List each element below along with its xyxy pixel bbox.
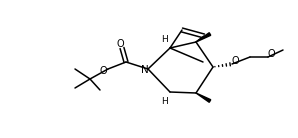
Polygon shape <box>196 93 211 102</box>
Text: H: H <box>162 96 168 105</box>
Polygon shape <box>196 33 211 42</box>
Text: O: O <box>116 39 124 49</box>
Text: O: O <box>231 56 239 66</box>
Text: H: H <box>162 34 168 43</box>
Text: O: O <box>99 66 107 76</box>
Text: N: N <box>141 65 149 75</box>
Text: O: O <box>267 49 275 59</box>
